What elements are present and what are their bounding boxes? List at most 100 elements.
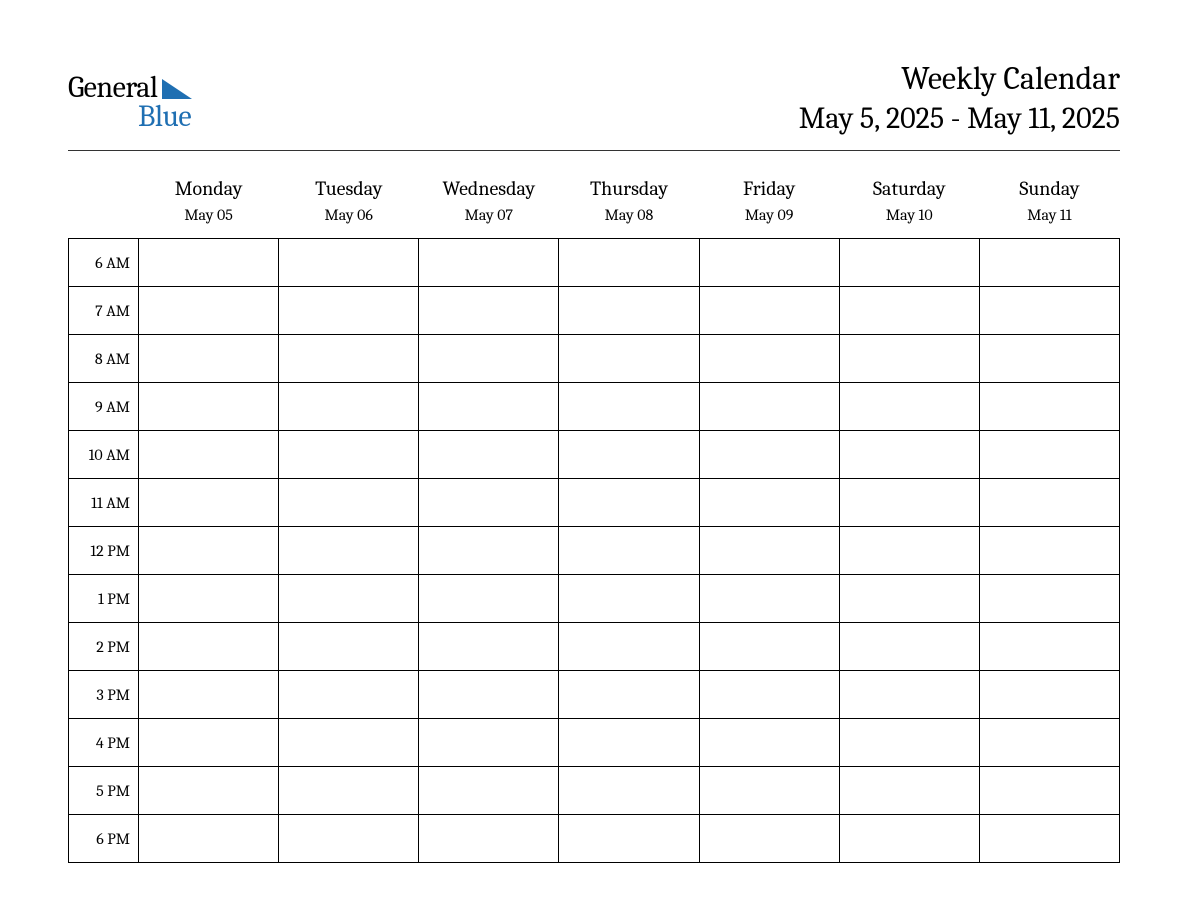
hour-row: 8 AM: [69, 335, 1120, 383]
page-title: Weekly Calendar: [799, 60, 1120, 97]
calendar-cell: [839, 575, 979, 623]
day-name: Thursday: [559, 177, 699, 200]
calendar-cell: [559, 767, 699, 815]
day-header: Monday May 05: [139, 171, 279, 239]
header-row: Monday May 05 Tuesday May 06 Wednesday M…: [69, 171, 1120, 239]
calendar-table: Monday May 05 Tuesday May 06 Wednesday M…: [68, 171, 1120, 863]
calendar-cell: [279, 671, 419, 719]
calendar-cell: [979, 239, 1119, 287]
calendar-cell: [419, 623, 559, 671]
calendar-cell: [839, 479, 979, 527]
calendar-cell: [699, 815, 839, 863]
time-label: 6 PM: [69, 815, 139, 863]
calendar-body: 6 AM7 AM8 AM9 AM10 AM11 AM12 PM1 PM2 PM3…: [69, 239, 1120, 863]
time-label: 8 AM: [69, 335, 139, 383]
hour-row: 9 AM: [69, 383, 1120, 431]
calendar-cell: [699, 623, 839, 671]
calendar-cell: [419, 239, 559, 287]
calendar-cell: [419, 767, 559, 815]
calendar-cell: [419, 719, 559, 767]
calendar-cell: [559, 335, 699, 383]
calendar-cell: [279, 383, 419, 431]
calendar-cell: [559, 719, 699, 767]
calendar-cell: [139, 623, 279, 671]
calendar-cell: [699, 479, 839, 527]
calendar-cell: [419, 431, 559, 479]
calendar-cell: [279, 479, 419, 527]
corner-cell: [69, 171, 139, 239]
calendar-cell: [419, 287, 559, 335]
time-label: 6 AM: [69, 239, 139, 287]
calendar-cell: [139, 575, 279, 623]
calendar-cell: [699, 287, 839, 335]
day-date: May 11: [979, 206, 1119, 224]
day-date: May 06: [279, 206, 419, 224]
calendar-cell: [839, 623, 979, 671]
calendar-cell: [839, 335, 979, 383]
calendar-cell: [559, 431, 699, 479]
calendar-cell: [139, 527, 279, 575]
calendar-cell: [279, 527, 419, 575]
hour-row: 3 PM: [69, 671, 1120, 719]
hour-row: 5 PM: [69, 767, 1120, 815]
title-block: Weekly Calendar May 5, 2025 - May 11, 20…: [799, 60, 1120, 136]
header: General Blue Weekly Calendar May 5, 2025…: [68, 60, 1120, 151]
day-header: Tuesday May 06: [279, 171, 419, 239]
calendar-cell: [559, 671, 699, 719]
calendar-cell: [979, 575, 1119, 623]
hour-row: 1 PM: [69, 575, 1120, 623]
calendar-cell: [839, 431, 979, 479]
calendar-cell: [979, 671, 1119, 719]
calendar-cell: [699, 575, 839, 623]
calendar-cell: [139, 383, 279, 431]
calendar-cell: [559, 479, 699, 527]
hour-row: 7 AM: [69, 287, 1120, 335]
calendar-cell: [559, 575, 699, 623]
calendar-cell: [979, 527, 1119, 575]
calendar-cell: [699, 671, 839, 719]
calendar-cell: [559, 239, 699, 287]
calendar-cell: [699, 767, 839, 815]
day-name: Tuesday: [279, 177, 419, 200]
calendar-cell: [979, 335, 1119, 383]
time-label: 5 PM: [69, 767, 139, 815]
day-name: Wednesday: [419, 177, 559, 200]
calendar-cell: [419, 575, 559, 623]
time-label: 4 PM: [69, 719, 139, 767]
calendar-cell: [699, 383, 839, 431]
calendar-cell: [139, 671, 279, 719]
day-header: Sunday May 11: [979, 171, 1119, 239]
calendar-cell: [279, 335, 419, 383]
calendar-cell: [839, 383, 979, 431]
time-label: 2 PM: [69, 623, 139, 671]
time-label: 3 PM: [69, 671, 139, 719]
logo-word-2: Blue: [138, 99, 191, 134]
calendar-cell: [979, 719, 1119, 767]
hour-row: 11 AM: [69, 479, 1120, 527]
calendar-cell: [139, 431, 279, 479]
calendar-cell: [839, 671, 979, 719]
time-label: 10 AM: [69, 431, 139, 479]
time-label: 12 PM: [69, 527, 139, 575]
calendar-cell: [419, 671, 559, 719]
calendar-cell: [419, 479, 559, 527]
calendar-cell: [699, 335, 839, 383]
day-date: May 05: [139, 206, 279, 224]
calendar-cell: [839, 815, 979, 863]
calendar-cell: [279, 575, 419, 623]
calendar-cell: [139, 815, 279, 863]
calendar-cell: [699, 527, 839, 575]
day-date: May 10: [839, 206, 979, 224]
calendar-cell: [139, 719, 279, 767]
calendar-cell: [979, 815, 1119, 863]
calendar-cell: [839, 287, 979, 335]
calendar-cell: [279, 719, 419, 767]
hour-row: 6 AM: [69, 239, 1120, 287]
time-label: 9 AM: [69, 383, 139, 431]
calendar-cell: [419, 383, 559, 431]
calendar-cell: [559, 815, 699, 863]
calendar-cell: [979, 431, 1119, 479]
calendar-cell: [559, 383, 699, 431]
hour-row: 4 PM: [69, 719, 1120, 767]
calendar-cell: [979, 287, 1119, 335]
